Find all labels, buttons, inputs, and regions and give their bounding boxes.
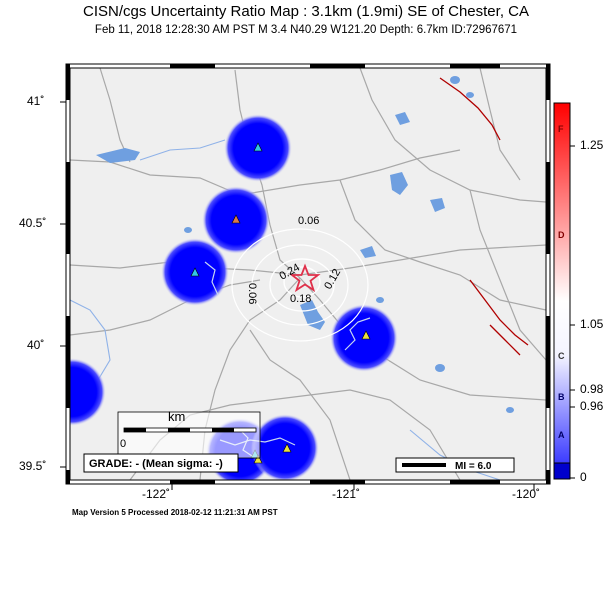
- magnitude-legend-line: [402, 463, 446, 467]
- station-triangle: [282, 443, 292, 453]
- station-triangle: [253, 454, 263, 464]
- uncertainty-contours: [231, 228, 369, 342]
- grade-letter: C: [558, 351, 565, 361]
- station-triangle: [253, 142, 263, 152]
- station-blob: [70, 358, 106, 426]
- lon-label: -122˚: [142, 487, 171, 501]
- map-frame: [65, 63, 551, 485]
- colorbar-label: 1.05: [580, 317, 604, 331]
- lat-label: 39.5˚: [19, 459, 47, 473]
- magnitude-legend-text: MI = 6.0: [455, 461, 492, 472]
- axis-ticks: [60, 101, 535, 490]
- map-title: CISN/cgs Uncertainty Ratio Map : 3.1km (…: [83, 3, 529, 20]
- lat-label: 40.5˚: [19, 216, 47, 230]
- station-triangle: [231, 214, 241, 224]
- lon-label: -121˚: [332, 487, 361, 501]
- map-version-footer: Map Version 5 Processed 2018-02-12 11:21…: [72, 508, 278, 517]
- epicenter-star: [289, 263, 321, 293]
- contour-label: 0.18: [290, 293, 311, 305]
- colorbar: [553, 102, 575, 480]
- colorbar-label: 0.96: [580, 399, 604, 413]
- colorbar-label: 0.98: [580, 382, 604, 396]
- scale-zero: 0: [120, 438, 126, 450]
- lat-label: 40˚: [27, 338, 45, 352]
- grade-letter: D: [558, 230, 565, 240]
- grade-box: [83, 453, 239, 473]
- magnitude-legend: [395, 457, 515, 473]
- scale-unit: km: [168, 409, 185, 424]
- scale-bar: [117, 411, 261, 459]
- lat-label: 41˚: [27, 94, 45, 108]
- grade-letter: F: [558, 124, 564, 134]
- lon-label: -120˚: [512, 487, 541, 501]
- contour-label: 0.06: [298, 215, 319, 227]
- grade-text: GRADE: - (Mean sigma: -): [89, 458, 223, 470]
- station-triangle: [361, 330, 371, 340]
- colorbar-label: 1.25: [580, 138, 604, 152]
- contour-label: 0.06: [246, 283, 258, 304]
- event-summary: Feb 11, 2018 12:28:30 AM PST M 3.4 N40.2…: [94, 24, 518, 36]
- fault-lines: [439, 77, 529, 356]
- station-triangle: [190, 267, 200, 277]
- colorbar-label: 0: [580, 470, 587, 484]
- station-blob: [251, 414, 319, 480]
- grade-letter: A: [558, 430, 565, 440]
- grade-letter: B: [558, 392, 565, 402]
